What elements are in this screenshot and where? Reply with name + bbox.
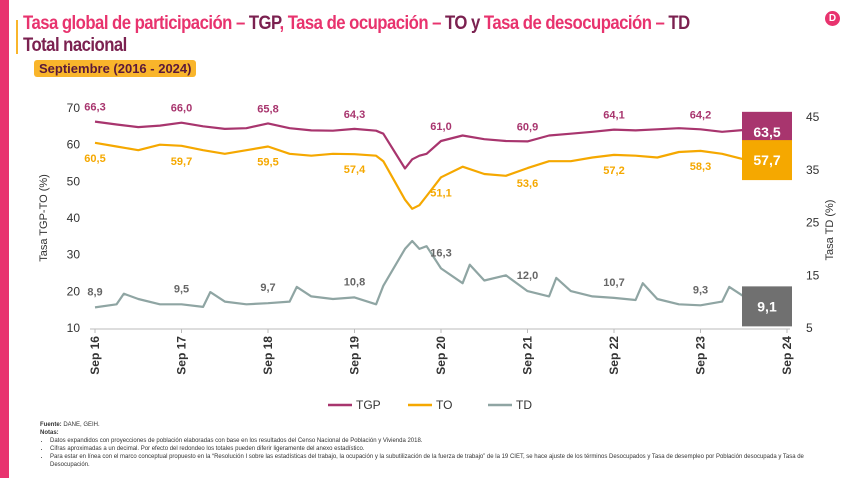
y2-axis-label: Tasa TD (%)	[824, 200, 836, 261]
page-title: Tasa global de participación – TGP, Tasa…	[23, 13, 690, 56]
y-tick-label: 50	[67, 174, 81, 188]
y-tick-label: 20	[67, 284, 81, 298]
y-tick-label: 60	[67, 138, 81, 152]
data-label: 60,9	[517, 121, 538, 133]
data-label: 9,3	[693, 284, 708, 296]
data-label: 59,5	[257, 157, 278, 169]
data-label: 64,2	[690, 109, 711, 121]
data-label: 12,0	[517, 270, 538, 282]
series-line-td	[94, 239, 788, 309]
subtitle-badge: Septiembre (2016 - 2024)	[34, 60, 197, 77]
title-line2: Total nacional	[23, 35, 127, 56]
line-chart: 10 20 30 40 50 60 70 5 15 25 35 45 Tasa TGP-TO (%) Ta…	[38, 101, 836, 412]
data-label: 8,9	[87, 286, 102, 298]
data-label: 66,3	[84, 102, 105, 114]
data-label: 66,0	[171, 103, 192, 115]
data-label: 9,7	[260, 282, 275, 294]
note-item: Cifras aproximadas a un decimal. Por efe…	[50, 445, 820, 453]
data-label: 60,5	[84, 153, 105, 165]
y-tick-label: 40	[67, 211, 81, 225]
x-tick-label: Sep 20	[434, 336, 448, 375]
y2-tick-label: 5	[806, 321, 813, 335]
last-value-box	[742, 286, 792, 327]
y-tick-label: 70	[67, 101, 81, 115]
data-label: 59,7	[171, 156, 192, 168]
data-label: 58,3	[690, 161, 711, 173]
data-label: 57,2	[603, 165, 624, 177]
note-item: Datos expandidos con proyecciones de pob…	[50, 437, 820, 445]
legend-label: TD	[516, 398, 532, 412]
notes: Fuente: DANE, GEIH. Notas: Datos expandi…	[40, 421, 820, 469]
data-label: 64,1	[603, 110, 624, 122]
y-tick-label: 10	[67, 321, 81, 335]
data-label: 10,7	[603, 277, 624, 289]
y2-tick-label: 15	[806, 268, 820, 282]
last-value-label: 63,5	[753, 124, 780, 140]
data-label: 53,6	[517, 178, 538, 190]
y-tick-label: 30	[67, 248, 81, 262]
data-label: 16,3	[430, 247, 451, 259]
data-label: 57,4	[344, 164, 366, 176]
x-tick-label: Sep 18	[261, 336, 275, 375]
data-label: 61,0	[430, 121, 451, 133]
data-label: 10,8	[344, 276, 365, 288]
note-item: Para estar en línea con el marco concept…	[50, 453, 820, 469]
series-line-tgp	[94, 120, 788, 170]
y2-tick-label: 45	[806, 110, 820, 124]
x-tick-label: Sep 16	[88, 336, 102, 375]
side-accent-bar	[0, 0, 9, 478]
y2-tick-label: 25	[806, 216, 820, 230]
data-label: 64,3	[344, 109, 365, 121]
last-value-label: 57,7	[753, 152, 780, 168]
legend-label: TO	[436, 398, 452, 412]
series-line-to	[94, 141, 788, 210]
x-tick-label: Sep 19	[348, 336, 362, 375]
data-label: 9,5	[174, 283, 189, 295]
y2-tick-label: 35	[806, 163, 820, 177]
title-accent-line	[16, 20, 18, 54]
x-tick-label: Sep 24	[780, 336, 794, 375]
y-axis-label: Tasa TGP-TO (%)	[38, 174, 50, 262]
data-label: 65,8	[257, 103, 278, 115]
x-tick-label: Sep 21	[521, 336, 535, 375]
last-value-box	[742, 140, 792, 181]
x-tick-label: Sep 22	[607, 336, 621, 375]
last-value-label: 9,1	[757, 298, 777, 314]
legend-label: TGP	[356, 398, 381, 412]
data-label: 51,1	[430, 187, 451, 199]
x-tick-label: Sep 23	[694, 336, 708, 375]
dane-logo-icon: D	[825, 11, 840, 26]
x-tick-label: Sep 17	[175, 336, 189, 375]
